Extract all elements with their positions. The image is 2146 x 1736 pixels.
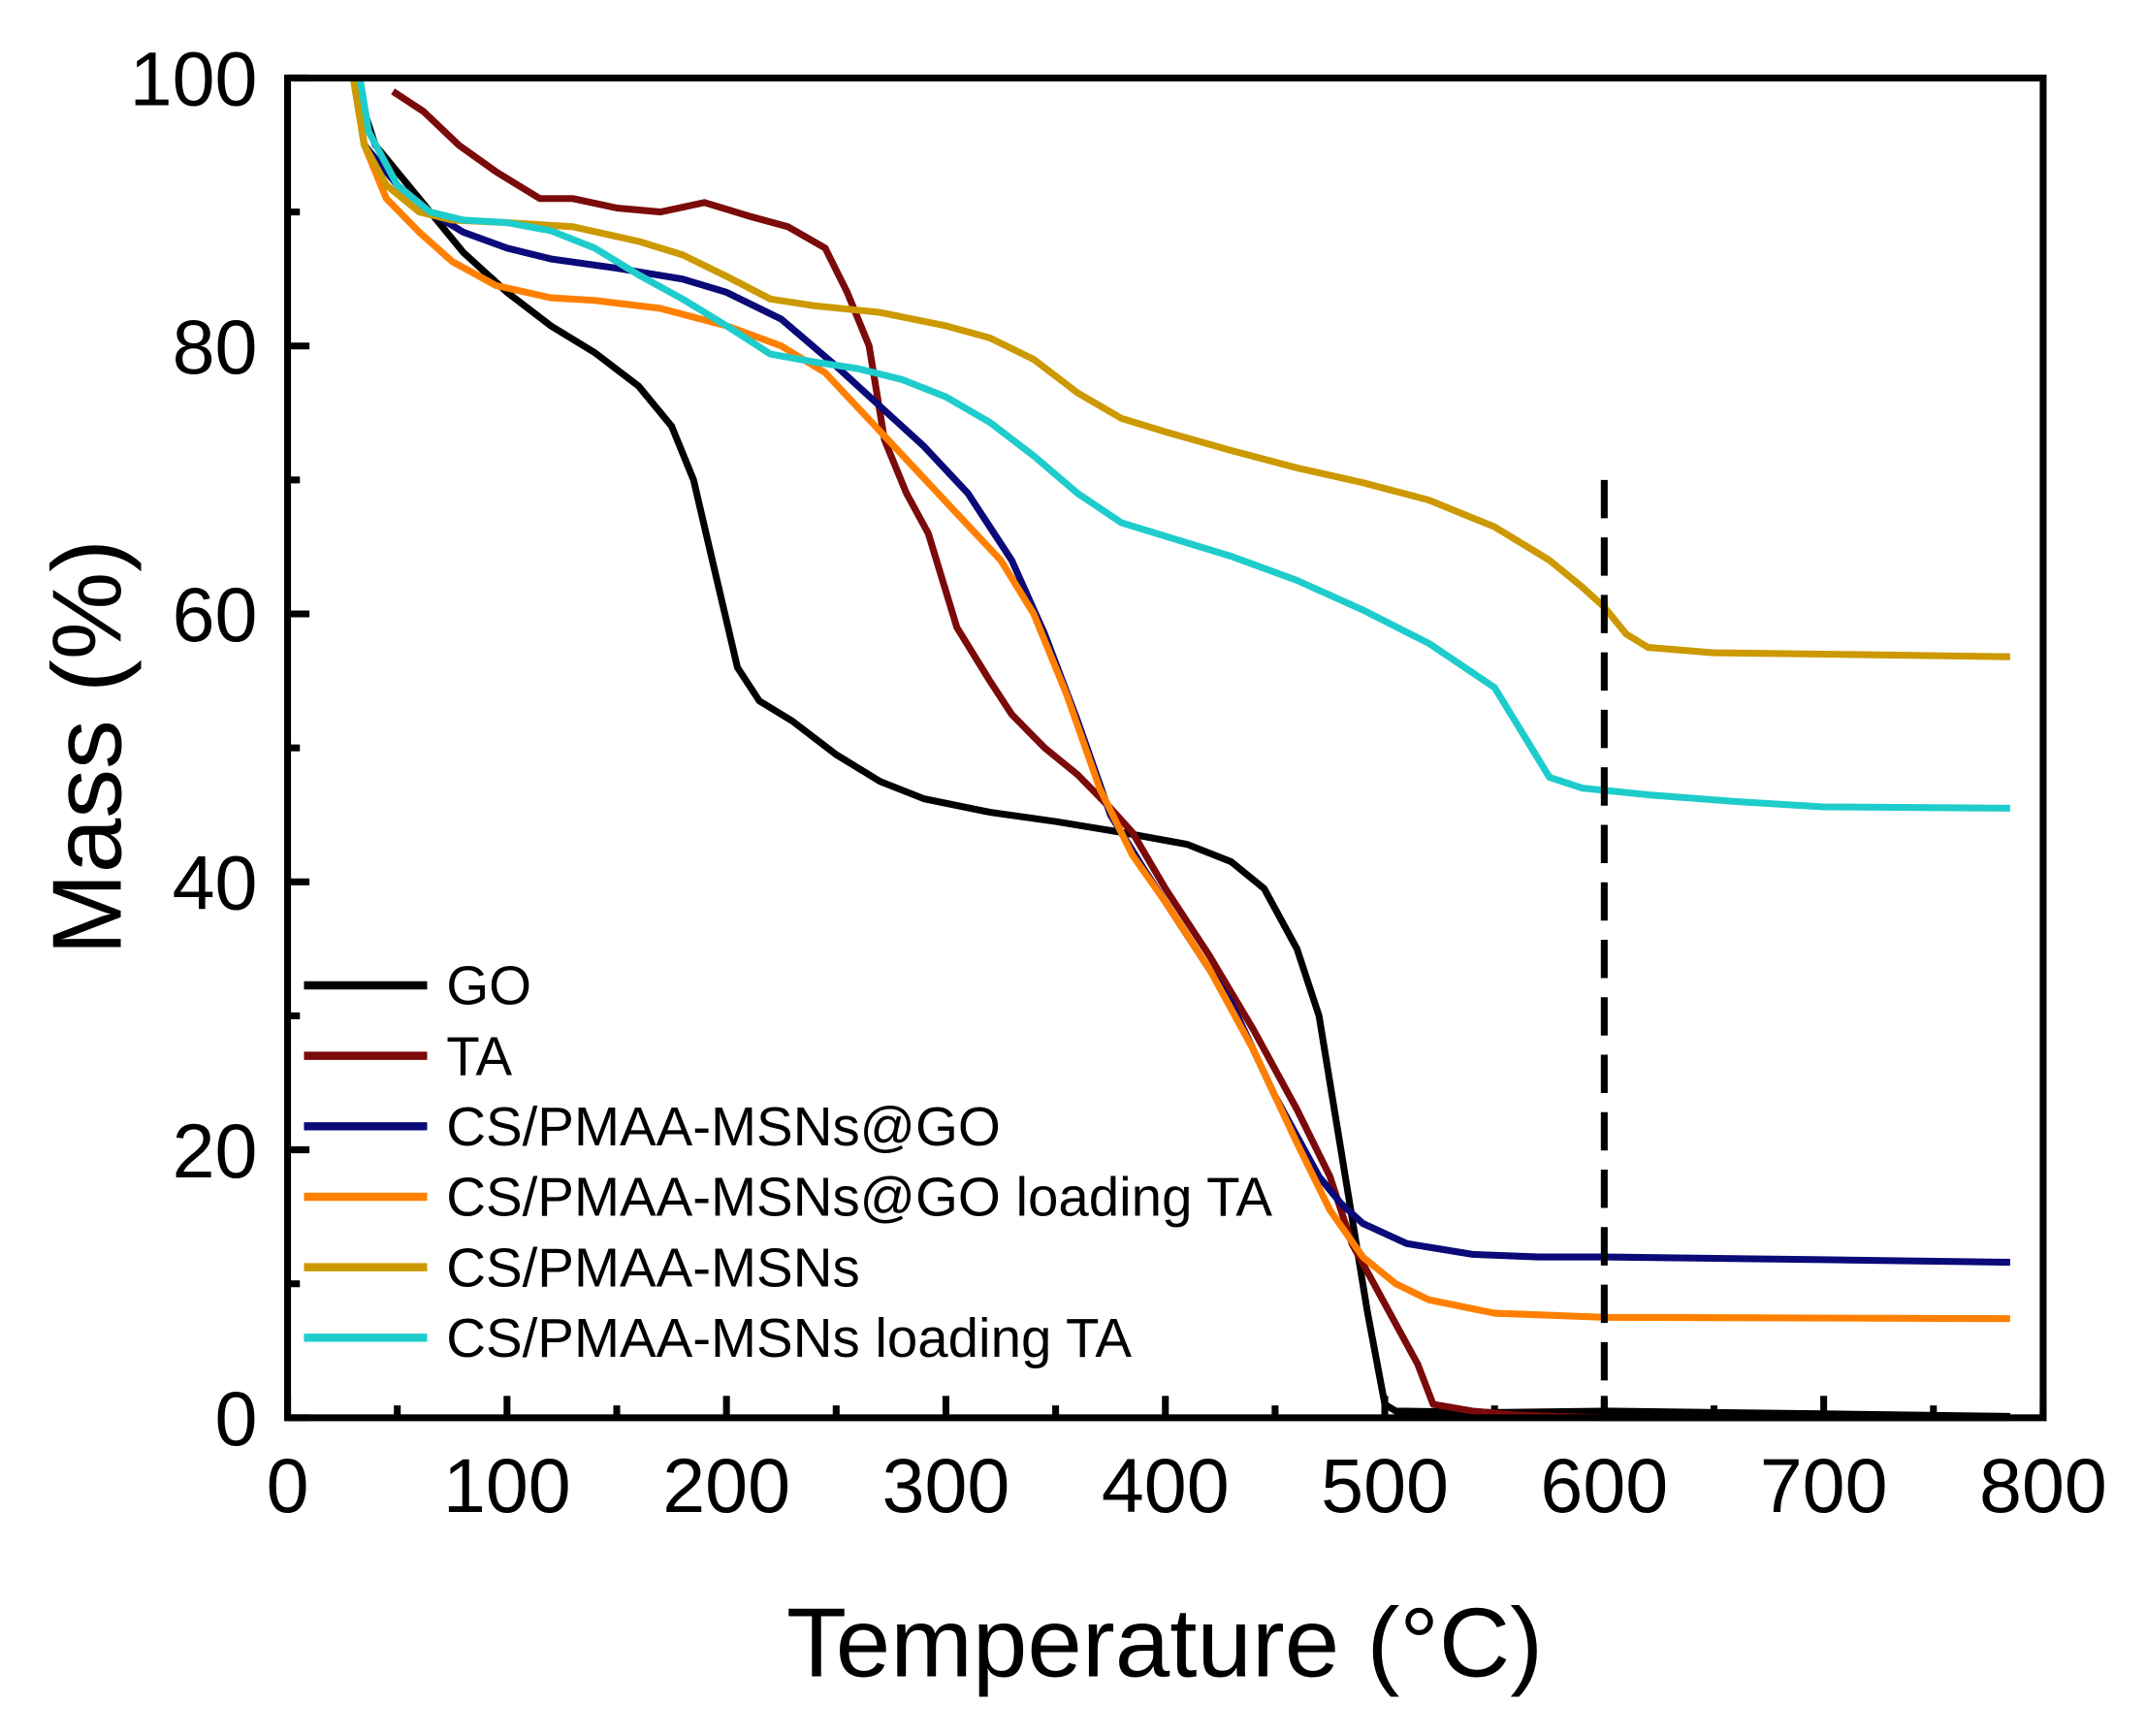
- x-tick-label: 600: [1540, 1442, 1668, 1528]
- legend-label: TA: [446, 1025, 512, 1086]
- x-axis-label: Temperature (°C): [786, 1588, 1543, 1698]
- series-line-cs-pmaa-msns-go: [349, 77, 2010, 1267]
- y-tick-label: 40: [173, 840, 258, 926]
- plot-frame: [284, 74, 2047, 1422]
- x-tick-label: 100: [443, 1442, 571, 1528]
- y-tick-label: 80: [173, 304, 258, 390]
- series-line-cs-pmaa-msns-loading-ta: [356, 77, 2010, 812]
- series-lines: [349, 77, 2010, 1422]
- y-tick-label: 20: [173, 1108, 258, 1194]
- legend-label: CS/PMAA-MSNs@GO loading TA: [446, 1167, 1272, 1228]
- y-tick-label: 100: [130, 36, 258, 122]
- x-tick-label: 700: [1760, 1442, 1888, 1528]
- x-tick-label: 0: [267, 1442, 309, 1528]
- x-tick-label: 500: [1321, 1442, 1449, 1528]
- series-line-go: [350, 77, 2010, 1420]
- x-tick-label: 800: [1979, 1442, 2107, 1528]
- legend-label: GO: [446, 955, 531, 1016]
- series-line-cs-pmaa-msns-go-loading-ta: [349, 77, 2010, 1323]
- legend: GO TA CS/PMAA-MSNs@GO CS/PMAA-MSNs@GO loadi…: [304, 955, 1272, 1368]
- series-line-cs-pmaa-msns: [349, 77, 2010, 660]
- y-axis-label: Mass (%): [31, 539, 142, 955]
- y-tick-labels: 0 20 40 60 80 100: [130, 36, 258, 1462]
- x-tick-label: 300: [882, 1442, 1010, 1528]
- x-tick-label: 200: [662, 1442, 790, 1528]
- legend-label: CS/PMAA-MSNs@GO: [446, 1096, 1001, 1157]
- series-line-ta: [391, 88, 2010, 1422]
- legend-label: CS/PMAA-MSNs: [446, 1237, 859, 1298]
- y-tick-label: 60: [173, 571, 258, 658]
- x-tick-labels: 0 100 200 300 400 500 600 700 800: [267, 1442, 2107, 1528]
- y-tick-label: 0: [215, 1375, 258, 1462]
- x-tick-label: 400: [1102, 1442, 1230, 1528]
- legend-label: CS/PMAA-MSNs loading TA: [446, 1307, 1132, 1368]
